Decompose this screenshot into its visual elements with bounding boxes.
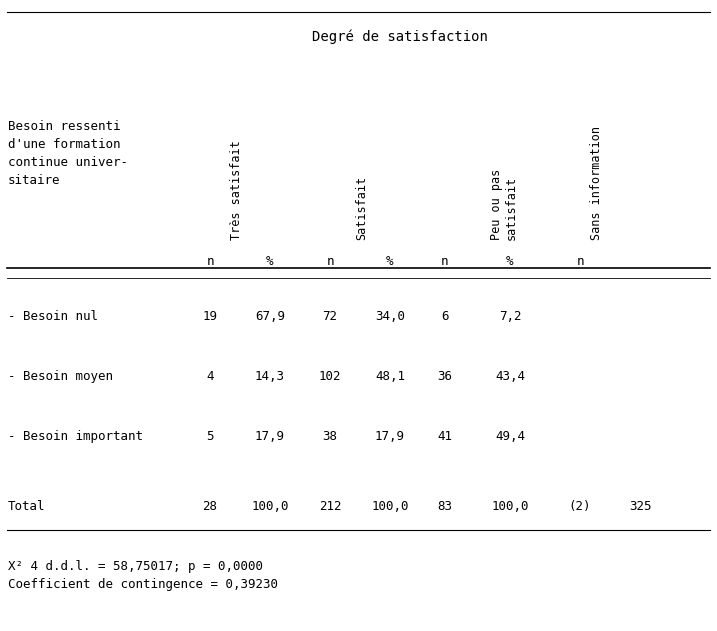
- Text: 17,9: 17,9: [375, 430, 405, 443]
- Text: 19: 19: [202, 310, 217, 323]
- Text: 100,0: 100,0: [371, 500, 409, 513]
- Text: 102: 102: [319, 370, 341, 383]
- Text: 49,4: 49,4: [495, 430, 525, 443]
- Text: Besoin ressenti: Besoin ressenti: [8, 120, 120, 133]
- Text: 41: 41: [437, 430, 452, 443]
- Text: 83: 83: [437, 500, 452, 513]
- Text: 5: 5: [206, 430, 214, 443]
- Text: (2): (2): [569, 500, 592, 513]
- Text: Sans information: Sans information: [590, 126, 603, 240]
- Text: Total: Total: [8, 500, 45, 513]
- Text: - Besoin important: - Besoin important: [8, 430, 143, 443]
- Text: 100,0: 100,0: [251, 500, 289, 513]
- Text: continue univer-: continue univer-: [8, 156, 128, 169]
- Text: n: n: [326, 255, 333, 268]
- Text: 100,0: 100,0: [491, 500, 528, 513]
- Text: Très satisfait: Très satisfait: [230, 140, 243, 240]
- Text: 36: 36: [437, 370, 452, 383]
- Text: n: n: [576, 255, 584, 268]
- Text: n: n: [206, 255, 214, 268]
- Text: Peu ou pas
satisfait: Peu ou pas satisfait: [490, 168, 518, 240]
- Text: 48,1: 48,1: [375, 370, 405, 383]
- Text: 17,9: 17,9: [255, 430, 285, 443]
- Text: - Besoin nul: - Besoin nul: [8, 310, 98, 323]
- Text: %: %: [506, 255, 514, 268]
- Text: Satisfait: Satisfait: [355, 176, 368, 240]
- Text: 212: 212: [319, 500, 341, 513]
- Text: d'une formation: d'une formation: [8, 138, 120, 151]
- Text: 43,4: 43,4: [495, 370, 525, 383]
- Text: 6: 6: [441, 310, 449, 323]
- Text: 325: 325: [629, 500, 651, 513]
- Text: %: %: [266, 255, 274, 268]
- Text: - Besoin moyen: - Besoin moyen: [8, 370, 113, 383]
- Text: n: n: [441, 255, 449, 268]
- Text: sitaire: sitaire: [8, 174, 60, 187]
- Text: 14,3: 14,3: [255, 370, 285, 383]
- Text: Coefficient de contingence = 0,39230: Coefficient de contingence = 0,39230: [8, 578, 278, 591]
- Text: 67,9: 67,9: [255, 310, 285, 323]
- Text: Degré de satisfaction: Degré de satisfaction: [312, 30, 488, 45]
- Text: 34,0: 34,0: [375, 310, 405, 323]
- Text: 7,2: 7,2: [499, 310, 521, 323]
- Text: %: %: [386, 255, 394, 268]
- Text: X² 4 d.d.l. = 58,75017; p = 0,0000: X² 4 d.d.l. = 58,75017; p = 0,0000: [8, 560, 263, 573]
- Text: 72: 72: [323, 310, 338, 323]
- Text: 28: 28: [202, 500, 217, 513]
- Text: 4: 4: [206, 370, 214, 383]
- Text: 38: 38: [323, 430, 338, 443]
